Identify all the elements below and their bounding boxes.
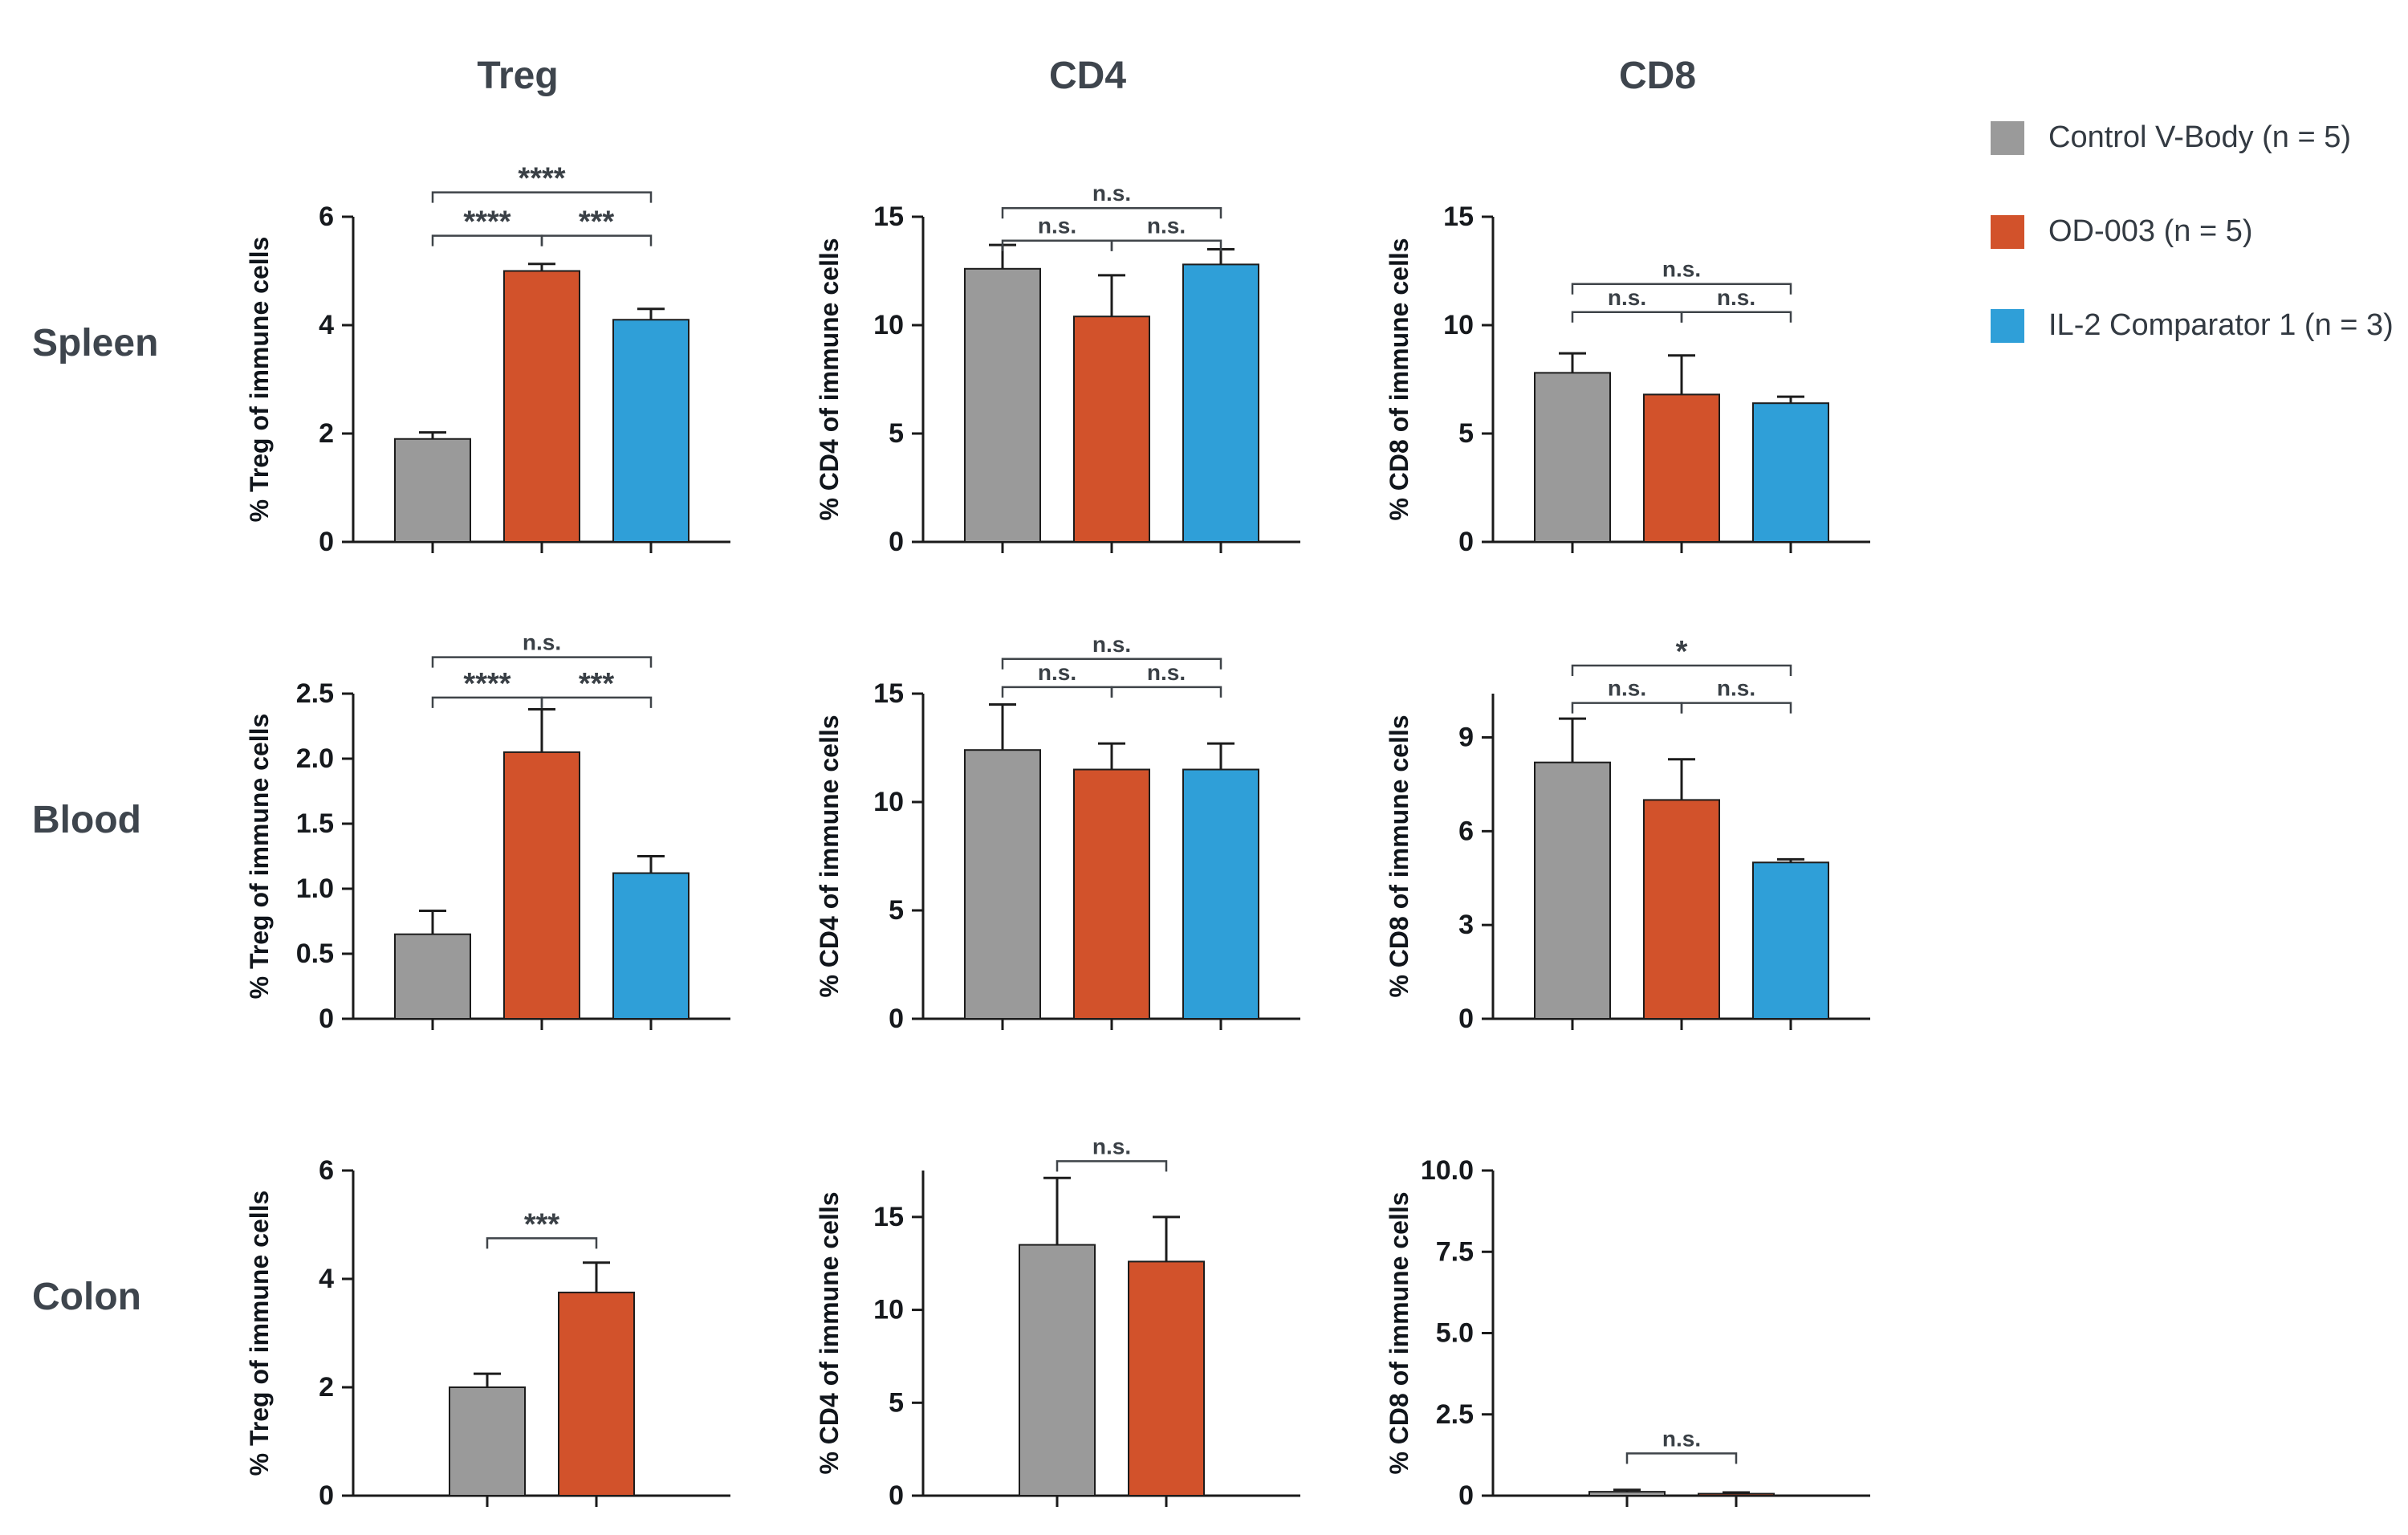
svg-text:***: *** — [579, 206, 615, 239]
svg-text:4: 4 — [319, 1264, 334, 1294]
chart-colon-treg: 0 2 4 6 % Treg of immune cells *** — [233, 1058, 803, 1535]
svg-text:****: **** — [518, 162, 565, 196]
svg-text:% Treg of immune cells: % Treg of immune cells — [245, 237, 274, 523]
chart-blood-cd4: 0 5 10 15 % CD4 of immune cells n.s. n.s. n.s. — [803, 581, 1373, 1058]
svg-text:% CD4 of immune cells: % CD4 of immune cells — [815, 715, 844, 997]
svg-text:0: 0 — [889, 1004, 904, 1034]
svg-text:9: 9 — [1458, 723, 1474, 753]
svg-text:0: 0 — [319, 1480, 334, 1511]
chart-blood-treg: 0 0.5 1.0 1.5 2.0 2.5 % Treg of immune cells **… — [233, 581, 803, 1058]
svg-text:15: 15 — [873, 1202, 904, 1232]
svg-text:6: 6 — [319, 202, 334, 232]
legend-item-control: Control V-Body (n = 5) — [1991, 120, 2408, 155]
legend-swatch-od003-icon — [1991, 214, 2024, 249]
svg-text:0: 0 — [889, 1480, 904, 1511]
svg-text:10: 10 — [873, 1295, 904, 1325]
svg-text:*: * — [1676, 635, 1688, 669]
svg-text:% CD8 of immune cells: % CD8 of immune cells — [1385, 715, 1413, 997]
row-label-spleen: Spleen — [32, 321, 159, 364]
svg-text:4: 4 — [319, 310, 334, 340]
svg-text:3: 3 — [1458, 910, 1474, 940]
svg-text:n.s.: n.s. — [523, 630, 561, 655]
svg-text:2.5: 2.5 — [1436, 1399, 1474, 1430]
legend-label-control: Control V-Body (n = 5) — [2048, 120, 2352, 154]
svg-text:n.s.: n.s. — [1092, 632, 1131, 657]
chart-spleen-cd8: 0 5 10 15 % CD8 of immune cells n.s. n.s. n.s. — [1373, 104, 1942, 581]
svg-text:0: 0 — [319, 527, 334, 557]
svg-text:2: 2 — [319, 1372, 334, 1403]
svg-text:% CD8 of immune cells: % CD8 of immune cells — [1385, 238, 1413, 520]
svg-text:5.0: 5.0 — [1436, 1318, 1474, 1349]
chart-spleen-cd4: 0 5 10 15 % CD4 of immune cells n.s. n.s. n.s. — [803, 104, 1373, 581]
svg-text:0: 0 — [1458, 1480, 1474, 1511]
svg-text:n.s.: n.s. — [1662, 257, 1701, 282]
svg-text:n.s.: n.s. — [1092, 181, 1131, 206]
svg-text:1.5: 1.5 — [296, 808, 334, 839]
column-title-cd4: CD4 — [1048, 55, 1127, 97]
svg-text:% CD8 of immune cells: % CD8 of immune cells — [1385, 1191, 1413, 1474]
svg-text:n.s.: n.s. — [1038, 214, 1076, 238]
svg-text:15: 15 — [873, 678, 904, 709]
svg-text:0: 0 — [889, 527, 904, 557]
svg-text:***: *** — [579, 667, 615, 701]
svg-text:n.s.: n.s. — [1092, 1134, 1131, 1158]
svg-text:n.s.: n.s. — [1662, 1426, 1701, 1451]
svg-text:% CD4 of immune cells: % CD4 of immune cells — [815, 238, 844, 520]
column-title-treg: Treg — [477, 55, 559, 97]
svg-text:n.s.: n.s. — [1038, 660, 1076, 685]
legend-label-il2: IL-2 Comparator 1 (n = 3) — [2048, 308, 2394, 342]
svg-text:2: 2 — [319, 418, 334, 449]
svg-text:% Treg of immune cells: % Treg of immune cells — [245, 1191, 274, 1476]
svg-text:n.s.: n.s. — [1717, 676, 1755, 701]
svg-text:10: 10 — [873, 310, 904, 340]
svg-text:***: *** — [524, 1207, 560, 1241]
svg-text:0: 0 — [1458, 1004, 1474, 1034]
svg-text:6: 6 — [319, 1155, 334, 1186]
row-label-colon: Colon — [32, 1275, 141, 1318]
svg-text:****: **** — [463, 667, 510, 701]
svg-text:10: 10 — [1443, 310, 1474, 340]
svg-text:10.0: 10.0 — [1421, 1155, 1474, 1186]
svg-text:2.5: 2.5 — [296, 678, 334, 709]
svg-text:5: 5 — [889, 418, 904, 449]
svg-text:0.5: 0.5 — [296, 939, 334, 969]
svg-text:5: 5 — [1458, 418, 1474, 449]
svg-text:0: 0 — [1458, 527, 1474, 557]
svg-text:n.s.: n.s. — [1147, 214, 1186, 238]
svg-text:n.s.: n.s. — [1608, 285, 1646, 310]
svg-text:5: 5 — [889, 895, 904, 926]
chart-colon-cd8: 0 2.5 5.0 7.5 10.0 % CD8 of immune cells n.s. — [1373, 1058, 1942, 1535]
svg-text:% Treg of immune cells: % Treg of immune cells — [245, 714, 274, 1000]
svg-text:5: 5 — [889, 1387, 904, 1418]
svg-text:n.s.: n.s. — [1608, 676, 1646, 701]
column-title-cd8: CD8 — [1618, 55, 1697, 97]
svg-text:n.s.: n.s. — [1147, 660, 1186, 685]
header-spacer — [0, 0, 233, 104]
legend-item-od003: OD-003 (n = 5) — [1991, 214, 2408, 249]
svg-text:****: **** — [463, 206, 510, 239]
svg-text:15: 15 — [873, 202, 904, 232]
legend-item-il2: IL-2 Comparator 1 (n = 3) — [1991, 308, 2408, 343]
chart-spleen-treg: 0 2 4 6% Treg of immune cells **** *** **** — [233, 104, 803, 581]
legend-label-od003: OD-003 (n = 5) — [2048, 214, 2253, 248]
row-label-blood: Blood — [32, 798, 141, 841]
svg-text:6: 6 — [1458, 816, 1474, 846]
svg-text:10: 10 — [873, 787, 904, 817]
svg-text:n.s.: n.s. — [1717, 285, 1755, 310]
chart-blood-cd8: 0 3 6 9 % CD8 of immune cells n.s. n.s. * — [1373, 581, 1942, 1058]
svg-text:1.0: 1.0 — [296, 873, 334, 904]
chart-colon-cd4: 0 5 10 15 % CD4 of immune cells n.s. — [803, 1058, 1373, 1535]
legend: Control V-Body (n = 5) OD-003 (n = 5) IL… — [1942, 0, 2408, 581]
legend-swatch-il2-icon — [1991, 308, 2024, 343]
svg-text:% CD4 of immune cells: % CD4 of immune cells — [815, 1191, 844, 1474]
svg-text:0: 0 — [319, 1004, 334, 1034]
svg-text:7.5: 7.5 — [1436, 1236, 1474, 1267]
svg-text:2.0: 2.0 — [296, 743, 334, 774]
legend-swatch-control-icon — [1991, 120, 2024, 155]
svg-text:15: 15 — [1443, 202, 1474, 232]
